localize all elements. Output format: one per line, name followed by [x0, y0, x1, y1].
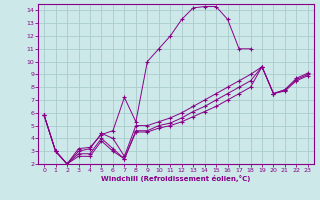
X-axis label: Windchill (Refroidissement éolien,°C): Windchill (Refroidissement éolien,°C) [101, 175, 251, 182]
